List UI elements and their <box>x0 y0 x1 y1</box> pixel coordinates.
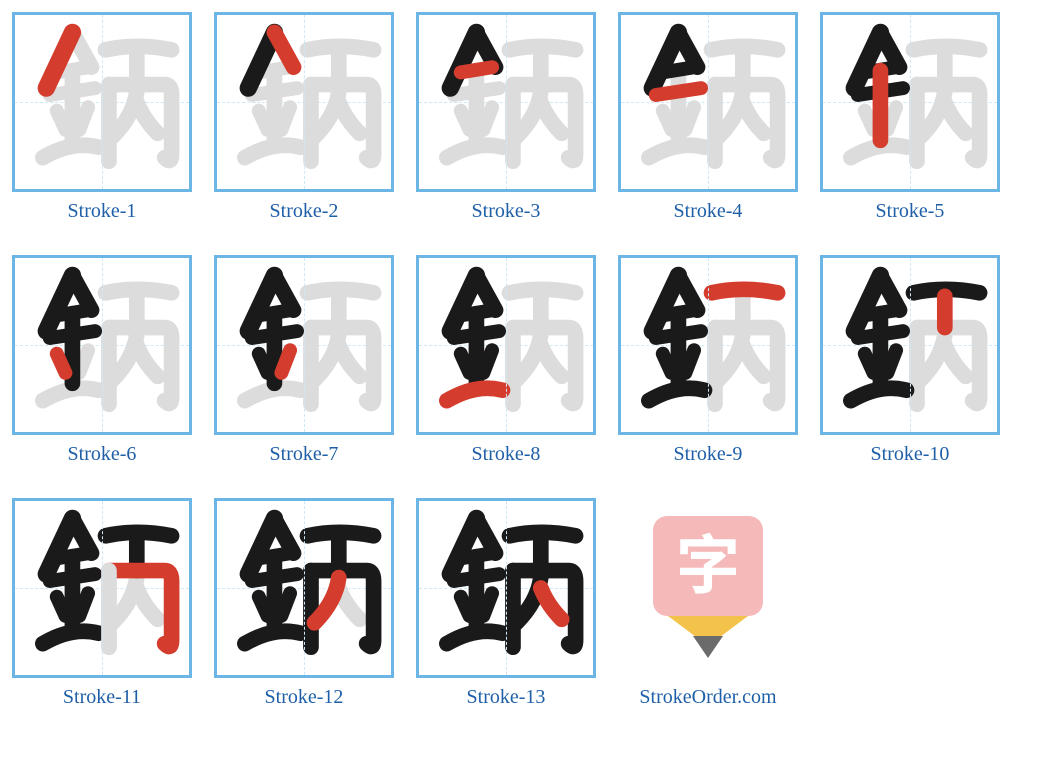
stroke-label: Stroke-10 <box>871 443 950 466</box>
stroke-box <box>416 255 596 435</box>
stroke-label: Stroke-8 <box>472 443 541 466</box>
stroke-cell-9: Stroke-9 <box>618 255 798 466</box>
stroke-label: Stroke-2 <box>270 200 339 223</box>
stroke-cell-11: Stroke-11 <box>12 498 192 709</box>
stroke-box <box>416 12 596 192</box>
stroke-box <box>618 255 798 435</box>
stroke-order-grid: Stroke-1 Stroke-2 Stroke-3 Stroke-4 Stro… <box>12 12 1038 709</box>
stroke-cell-3: Stroke-3 <box>416 12 596 223</box>
stroke-cell-10: Stroke-10 <box>820 255 1000 466</box>
logo-cell: 字 StrokeOrder.com <box>618 498 798 709</box>
site-label: StrokeOrder.com <box>639 686 776 709</box>
character-svg <box>419 258 593 432</box>
character-svg <box>15 258 189 432</box>
character-svg <box>217 501 391 675</box>
site-logo: 字 <box>618 498 798 678</box>
stroke-label: Stroke-11 <box>63 686 141 709</box>
stroke-cell-5: Stroke-5 <box>820 12 1000 223</box>
stroke-box <box>214 12 394 192</box>
character-svg <box>823 258 997 432</box>
stroke-label: Stroke-3 <box>472 200 541 223</box>
character-svg <box>217 258 391 432</box>
stroke-box <box>12 498 192 678</box>
stroke-box <box>12 255 192 435</box>
character-svg <box>419 501 593 675</box>
character-svg <box>621 258 795 432</box>
character-svg <box>217 15 391 189</box>
stroke-cell-4: Stroke-4 <box>618 12 798 223</box>
stroke-label: Stroke-12 <box>265 686 344 709</box>
character-svg <box>15 501 189 675</box>
stroke-label: Stroke-13 <box>467 686 546 709</box>
stroke-box <box>214 255 394 435</box>
stroke-box <box>618 12 798 192</box>
stroke-cell-12: Stroke-12 <box>214 498 394 709</box>
stroke-label: Stroke-6 <box>68 443 137 466</box>
character-svg <box>15 15 189 189</box>
svg-text:字: 字 <box>676 515 740 607</box>
stroke-cell-2: Stroke-2 <box>214 12 394 223</box>
stroke-box <box>820 12 1000 192</box>
stroke-box <box>820 255 1000 435</box>
stroke-cell-7: Stroke-7 <box>214 255 394 466</box>
stroke-label: Stroke-4 <box>674 200 743 223</box>
stroke-box <box>12 12 192 192</box>
stroke-cell-6: Stroke-6 <box>12 255 192 466</box>
stroke-cell-13: Stroke-13 <box>416 498 596 709</box>
stroke-label: Stroke-5 <box>876 200 945 223</box>
stroke-label: Stroke-1 <box>68 200 137 223</box>
stroke-label: Stroke-7 <box>270 443 339 466</box>
character-svg <box>419 15 593 189</box>
stroke-cell-8: Stroke-8 <box>416 255 596 466</box>
character-svg <box>823 15 997 189</box>
stroke-box <box>214 498 394 678</box>
stroke-label: Stroke-9 <box>674 443 743 466</box>
stroke-cell-1: Stroke-1 <box>12 12 192 223</box>
character-svg <box>621 15 795 189</box>
stroke-box <box>416 498 596 678</box>
